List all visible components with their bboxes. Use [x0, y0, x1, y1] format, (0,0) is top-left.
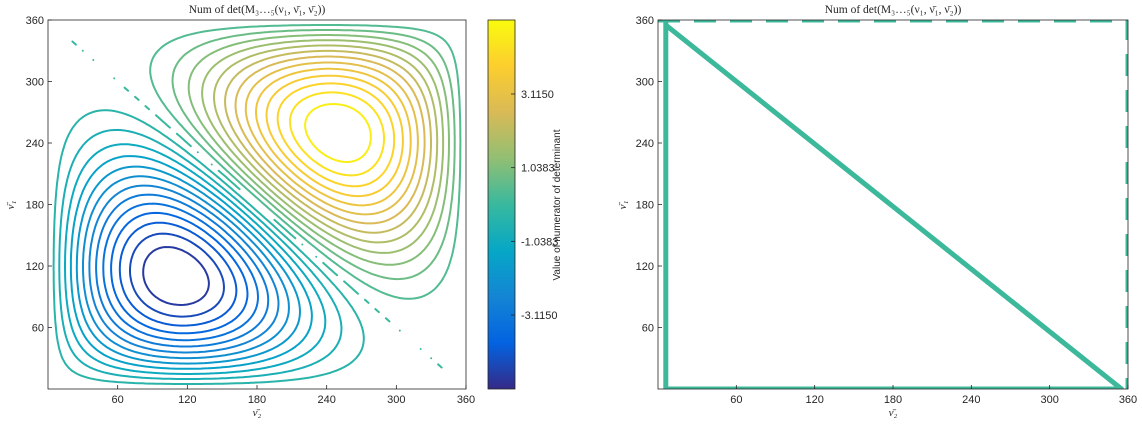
contour-level-line [52, 109, 365, 385]
contour-y-tick-label: 360 [26, 15, 44, 27]
line-y-ticks: 60 120 180 240 300 360 [636, 15, 662, 335]
contour-chart: Num of det(M₃…₅(ν₁, ν̄₁, ν̄₂)) 60 120 180 2… [5, 4, 563, 419]
contour-y-tick-label: 240 [26, 138, 44, 150]
contour-level-line [142, 246, 210, 306]
colorbar-ticks: -3.1150 -1.0383 1.0383 3.1150 [511, 89, 558, 322]
line-x-tick-label: 300 [1040, 394, 1058, 406]
contour-level-line [234, 55, 426, 225]
contour-x-axis-label: ν̄₂ [253, 407, 262, 419]
line-x-tick-label: 120 [805, 394, 823, 406]
line-x-axis-label: ν̄₂ [889, 407, 898, 419]
contour-level-line [129, 232, 225, 318]
contour-x-tick-label: 120 [178, 394, 196, 406]
contour-x-tick-label: 240 [317, 394, 335, 406]
line-x-ticks: 60 120 180 240 300 360 [730, 385, 1137, 406]
line-x-tick-label: 240 [962, 394, 980, 406]
contour-level-line [224, 49, 432, 234]
colorbar-gradient [487, 19, 516, 390]
line-y-tick-label: 120 [636, 261, 654, 273]
contour-level-line [244, 61, 419, 216]
contour-level-line [95, 193, 270, 348]
solid-boundary-series [663, 20, 1124, 389]
contour-y-axis-label: ν̄₁ [5, 200, 17, 209]
contour-level-line [102, 202, 259, 342]
contour-level-line [201, 39, 445, 254]
contour-level-line [289, 91, 385, 177]
colorbar: -3.1150 -1.0383 1.0383 3.1150 Value of nume… [487, 19, 563, 390]
line-y-axis-label: ν̄₁ [617, 200, 629, 209]
contour-chart-title: Num of det(M₃…₅(ν₁, ν̄₁, ν̄₂)) [189, 4, 326, 16]
colorbar-tick-label: -3.1150 [521, 310, 558, 322]
line-chart-title: Num of det(M₃…₅(ν₁, ν̄₁, ν̄₂)) [825, 4, 962, 16]
contour-level-line [255, 67, 412, 207]
contour-level-line [82, 175, 290, 360]
contour-level-line [110, 211, 249, 335]
contour-lines [52, 24, 462, 385]
colorbar-label: Value of numerator of determinant [552, 129, 563, 280]
contour-x-tick-label: 300 [387, 394, 405, 406]
line-y-tick-label: 300 [636, 77, 654, 89]
contour-level-line [58, 128, 343, 380]
contour-level-line [149, 24, 462, 300]
contour-level-line [64, 143, 327, 375]
contour-level-line [118, 221, 238, 327]
line-chart: Num of det(M₃…₅(ν₁, ν̄₁, ν̄₂)) 60 120 180 2… [617, 4, 1137, 419]
contour-y-tick-label: 180 [26, 200, 44, 212]
contour-level-line [171, 29, 456, 281]
contour-plot-frame [47, 19, 467, 390]
contour-level-line [75, 165, 301, 365]
contour-y-tick-label: 300 [26, 77, 44, 89]
contour-y-tick-label: 120 [26, 261, 44, 273]
contour-x-tick-label: 360 [457, 394, 475, 406]
contour-level-line [265, 74, 404, 198]
contour-level-line [213, 44, 439, 244]
contour-y-tick-label: 60 [32, 323, 44, 335]
line-y-tick-label: 60 [642, 323, 654, 335]
contour-level-line [69, 155, 313, 370]
contour-level-line [304, 103, 372, 163]
contour-x-tick-label: 180 [248, 394, 266, 406]
colorbar-tick-label: 3.1150 [521, 89, 554, 101]
contour-y-ticks: 60 120 180 240 300 360 [26, 15, 52, 335]
line-series [658, 20, 1128, 389]
line-y-tick-label: 180 [636, 200, 654, 212]
contour-level-line [71, 40, 443, 369]
line-x-tick-label: 360 [1119, 394, 1137, 406]
line-y-tick-label: 240 [636, 138, 654, 150]
contour-x-tick-label: 60 [112, 394, 124, 406]
line-x-tick-label: 60 [730, 394, 742, 406]
contour-level-line [88, 184, 280, 354]
line-y-tick-label: 360 [636, 15, 654, 27]
colorbar-tick-label: -1.0383 [521, 236, 558, 248]
contour-level-line [276, 82, 396, 188]
line-x-tick-label: 180 [884, 394, 902, 406]
contour-level-line [187, 34, 450, 266]
colorbar-tick-label: 1.0383 [521, 163, 555, 175]
contour-x-ticks: 60 120 180 240 300 360 [112, 385, 475, 406]
